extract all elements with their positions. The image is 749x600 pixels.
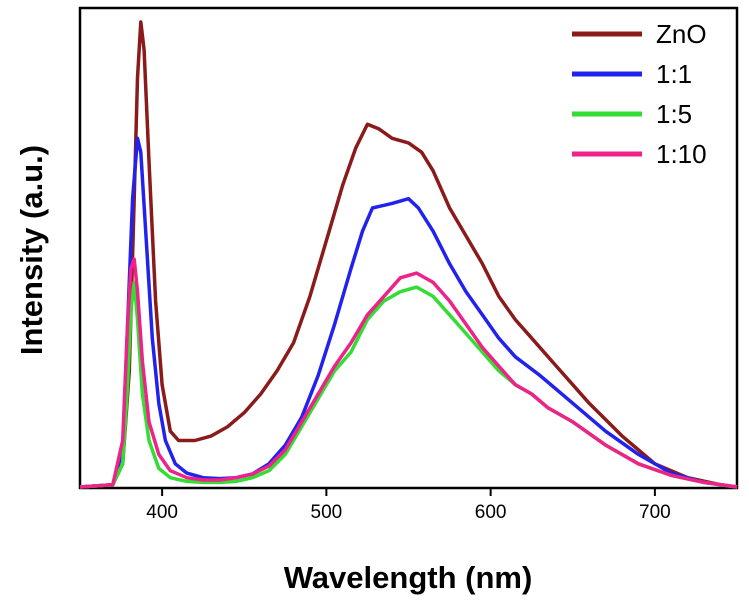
legend-label: 1:5 (656, 99, 692, 129)
x-tick-label: 500 (311, 502, 343, 523)
legend: ZnO 1:1 1:5 1:10 (572, 19, 707, 169)
ticks-layer: 400 500 600 700 (146, 488, 671, 523)
x-tick-label: 600 (475, 502, 507, 523)
y-axis-title: Intensity (a.u.) (14, 145, 49, 355)
series-layer (79, 20, 738, 489)
x-axis-title: Wavelength (nm) (284, 560, 533, 595)
x-tick-label: 700 (639, 502, 671, 523)
plot-frame (78, 6, 739, 490)
x-tick-label: 400 (146, 502, 178, 523)
legend-label: 1:1 (656, 59, 692, 89)
series-line-2 (79, 136, 738, 489)
series-line-4 (79, 257, 738, 489)
legend-label: 1:10 (656, 139, 707, 169)
legend-label: ZnO (656, 19, 707, 49)
series-line-1 (79, 20, 738, 489)
